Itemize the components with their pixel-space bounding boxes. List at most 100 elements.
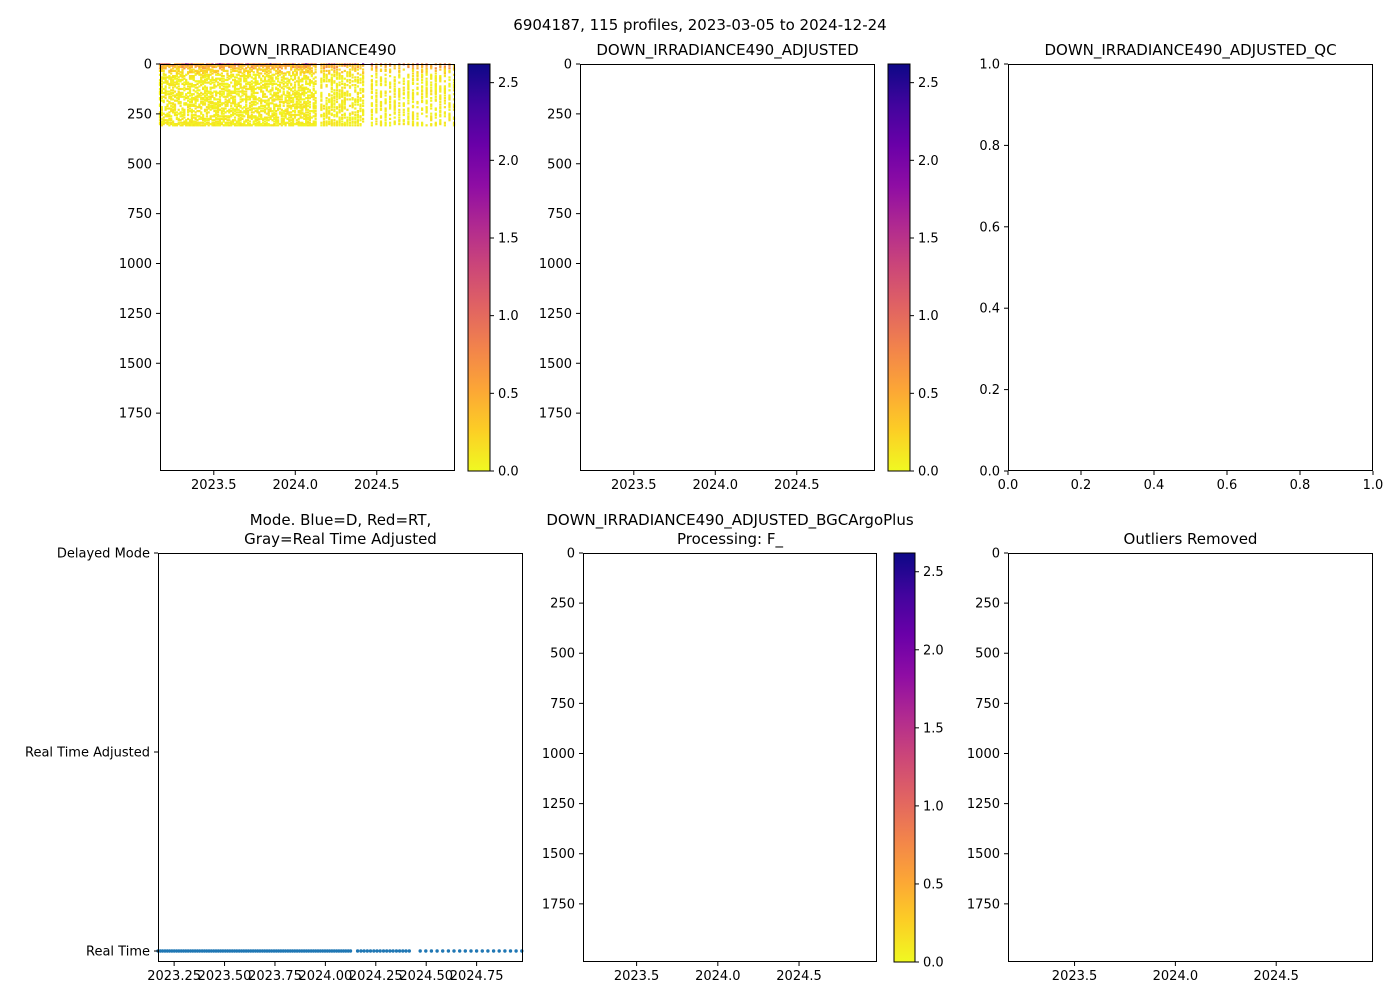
profile-point — [237, 81, 240, 84]
profile-point — [292, 98, 295, 101]
profile-point — [226, 78, 229, 82]
profile-point — [277, 108, 280, 111]
profile-point — [254, 64, 257, 67]
profile-point — [222, 91, 225, 94]
profile-point — [389, 82, 392, 85]
profile-point — [243, 77, 246, 80]
profile-point — [356, 103, 359, 106]
profile-point — [203, 110, 207, 113]
profile-point — [233, 78, 237, 82]
y-tick-label: 0.2 — [979, 383, 1000, 398]
profile-point — [168, 113, 171, 117]
profile-point — [303, 100, 306, 104]
profile-point — [275, 64, 278, 67]
profile-point — [196, 94, 199, 97]
profile-point — [307, 120, 310, 123]
profile-point — [393, 80, 396, 83]
profile-point — [439, 78, 442, 82]
profile-point — [258, 124, 261, 127]
profile-point — [209, 104, 212, 107]
profile-point — [260, 89, 263, 92]
profile-point — [356, 116, 359, 119]
profile-point — [277, 72, 280, 75]
profile-point — [190, 69, 193, 72]
profile-point — [351, 120, 354, 123]
profile-point — [320, 99, 323, 102]
profile-point — [354, 124, 357, 127]
profile-point — [278, 73, 282, 76]
profile-point — [188, 120, 192, 123]
profile-point — [260, 78, 263, 82]
profile-point — [430, 116, 433, 119]
profile-point — [290, 106, 293, 109]
profile-point — [200, 98, 203, 101]
profile-point — [284, 116, 287, 119]
profile-point — [293, 115, 297, 118]
profile-point — [188, 82, 192, 85]
profile-point — [379, 102, 383, 105]
profile-point — [248, 116, 252, 119]
profile-point — [200, 68, 203, 71]
profile-point — [217, 77, 220, 80]
profile-point — [273, 103, 276, 106]
profile-point — [322, 112, 326, 115]
profile-point — [173, 113, 177, 117]
profile-point — [379, 93, 383, 96]
profile-point — [308, 82, 311, 85]
profile-point — [175, 99, 178, 102]
profile-point — [209, 95, 212, 98]
profile-point — [416, 72, 419, 75]
profile-point — [288, 119, 291, 122]
profile-point — [260, 68, 263, 71]
profile-point — [218, 64, 222, 67]
profile-point — [222, 67, 225, 70]
profile-point — [297, 81, 300, 84]
profile-point — [322, 76, 326, 79]
profile-point — [351, 98, 354, 101]
profile-point — [393, 103, 396, 106]
profile-point — [177, 68, 180, 71]
profile-point — [407, 97, 410, 100]
profile-point — [237, 119, 240, 122]
profile-point — [370, 116, 373, 119]
profile-point — [260, 86, 263, 89]
profile-point — [172, 121, 175, 124]
profile-point — [243, 121, 246, 124]
profile-point — [273, 116, 276, 119]
profile-point — [188, 77, 192, 80]
profile-point — [247, 87, 250, 91]
profile-point — [425, 82, 428, 85]
mode-point — [365, 949, 369, 953]
profile-point — [203, 90, 207, 93]
profile-point — [430, 117, 433, 120]
profile-point — [209, 116, 212, 119]
profile-point — [338, 94, 341, 97]
profile-point — [393, 90, 396, 93]
profile-point — [370, 97, 373, 100]
profile-point — [314, 104, 317, 107]
profile-point — [192, 98, 195, 101]
profile-point — [248, 106, 252, 109]
profile-point — [280, 81, 283, 84]
profile-point — [310, 116, 313, 119]
profile-point — [322, 80, 326, 83]
profile-point — [271, 124, 274, 127]
profile-point — [260, 110, 263, 113]
profile-point — [308, 71, 311, 74]
profile-point — [402, 113, 405, 117]
profile-point — [245, 78, 248, 82]
profile-point — [308, 123, 311, 126]
profile-point — [320, 78, 323, 82]
profile-point — [338, 72, 341, 75]
profile-point — [228, 89, 231, 92]
profile-point — [179, 93, 182, 96]
profile-point — [241, 86, 244, 89]
profile-point — [267, 119, 270, 122]
profile-point — [262, 68, 265, 71]
profile-point — [222, 90, 225, 93]
profile-point — [262, 119, 265, 122]
profile-point — [256, 124, 259, 127]
profile-point — [243, 85, 246, 88]
profile-point — [284, 110, 287, 113]
profile-point — [312, 107, 315, 110]
